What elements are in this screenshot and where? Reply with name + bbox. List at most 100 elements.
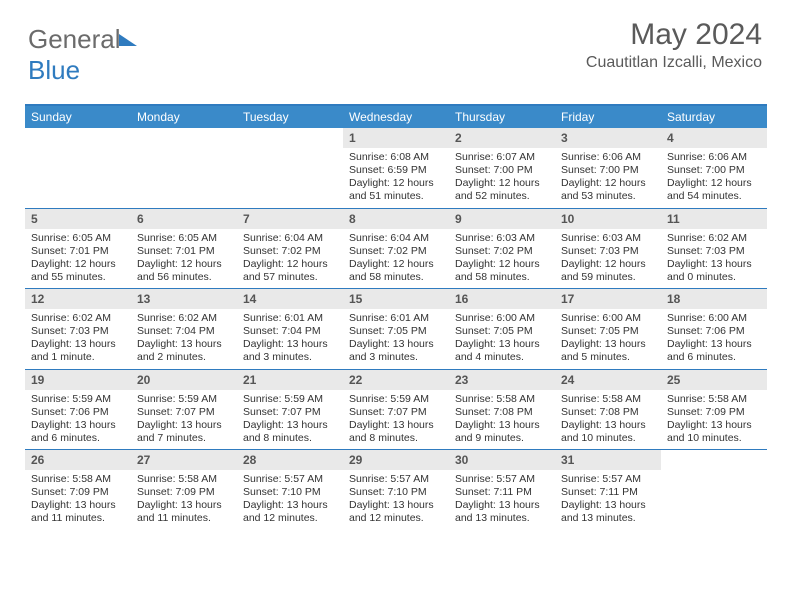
- logo-triangle-icon: [119, 34, 137, 46]
- day-number: 4: [661, 128, 767, 148]
- day-cell: 4Sunrise: 6:06 AMSunset: 7:00 PMDaylight…: [661, 128, 767, 208]
- day-details: Sunrise: 6:03 AMSunset: 7:03 PMDaylight:…: [555, 229, 661, 285]
- day-number: 31: [555, 450, 661, 470]
- daylight2-line: and 12 minutes.: [349, 512, 443, 525]
- daylight2-line: and 2 minutes.: [137, 351, 231, 364]
- daylight2-line: and 10 minutes.: [561, 432, 655, 445]
- day-number: 20: [131, 370, 237, 390]
- sunset-line: Sunset: 7:03 PM: [561, 245, 655, 258]
- daylight2-line: and 6 minutes.: [31, 432, 125, 445]
- sunrise-line: Sunrise: 6:03 AM: [561, 232, 655, 245]
- sunrise-line: Sunrise: 5:58 AM: [667, 393, 761, 406]
- sunrise-line: Sunrise: 6:06 AM: [667, 151, 761, 164]
- day-details: Sunrise: 6:01 AMSunset: 7:04 PMDaylight:…: [237, 309, 343, 365]
- weekday-header: Saturday: [661, 106, 767, 128]
- day-number: [25, 128, 131, 148]
- week-row: 5Sunrise: 6:05 AMSunset: 7:01 PMDaylight…: [25, 209, 767, 290]
- day-cell: 16Sunrise: 6:00 AMSunset: 7:05 PMDayligh…: [449, 289, 555, 369]
- day-cell: 30Sunrise: 5:57 AMSunset: 7:11 PMDayligh…: [449, 450, 555, 530]
- day-details: Sunrise: 5:59 AMSunset: 7:07 PMDaylight:…: [343, 390, 449, 446]
- sunrise-line: Sunrise: 5:57 AM: [243, 473, 337, 486]
- day-number: 24: [555, 370, 661, 390]
- day-cell: 18Sunrise: 6:00 AMSunset: 7:06 PMDayligh…: [661, 289, 767, 369]
- daylight1-line: Daylight: 13 hours: [561, 419, 655, 432]
- day-number: 14: [237, 289, 343, 309]
- day-number: 23: [449, 370, 555, 390]
- week-row: 12Sunrise: 6:02 AMSunset: 7:03 PMDayligh…: [25, 289, 767, 370]
- day-details: Sunrise: 6:02 AMSunset: 7:03 PMDaylight:…: [25, 309, 131, 365]
- daylight2-line: and 6 minutes.: [667, 351, 761, 364]
- day-cell: 9Sunrise: 6:03 AMSunset: 7:02 PMDaylight…: [449, 209, 555, 289]
- daylight1-line: Daylight: 13 hours: [243, 419, 337, 432]
- title-block: May 2024 Cuautitlan Izcalli, Mexico: [586, 18, 762, 72]
- day-details: Sunrise: 6:05 AMSunset: 7:01 PMDaylight:…: [131, 229, 237, 285]
- daylight2-line: and 13 minutes.: [455, 512, 549, 525]
- sunrise-line: Sunrise: 6:02 AM: [667, 232, 761, 245]
- day-number: 6: [131, 209, 237, 229]
- sunrise-line: Sunrise: 5:59 AM: [349, 393, 443, 406]
- day-cell: 2Sunrise: 6:07 AMSunset: 7:00 PMDaylight…: [449, 128, 555, 208]
- sunset-line: Sunset: 7:11 PM: [561, 486, 655, 499]
- day-cell: 29Sunrise: 5:57 AMSunset: 7:10 PMDayligh…: [343, 450, 449, 530]
- daylight1-line: Daylight: 13 hours: [243, 499, 337, 512]
- daylight1-line: Daylight: 13 hours: [31, 419, 125, 432]
- day-number: 18: [661, 289, 767, 309]
- daylight2-line: and 53 minutes.: [561, 190, 655, 203]
- daylight2-line: and 11 minutes.: [31, 512, 125, 525]
- day-number: 7: [237, 209, 343, 229]
- daylight1-line: Daylight: 13 hours: [31, 338, 125, 351]
- sunrise-line: Sunrise: 5:58 AM: [137, 473, 231, 486]
- daylight2-line: and 7 minutes.: [137, 432, 231, 445]
- daylight2-line: and 55 minutes.: [31, 271, 125, 284]
- day-cell: 24Sunrise: 5:58 AMSunset: 7:08 PMDayligh…: [555, 370, 661, 450]
- daylight2-line: and 4 minutes.: [455, 351, 549, 364]
- day-cell: 8Sunrise: 6:04 AMSunset: 7:02 PMDaylight…: [343, 209, 449, 289]
- sunrise-line: Sunrise: 5:59 AM: [137, 393, 231, 406]
- day-number: 11: [661, 209, 767, 229]
- daylight1-line: Daylight: 12 hours: [455, 177, 549, 190]
- daylight1-line: Daylight: 12 hours: [31, 258, 125, 271]
- day-cell: [661, 450, 767, 530]
- sunset-line: Sunset: 7:06 PM: [667, 325, 761, 338]
- day-details: Sunrise: 6:02 AMSunset: 7:03 PMDaylight:…: [661, 229, 767, 285]
- daylight1-line: Daylight: 12 hours: [243, 258, 337, 271]
- day-details: Sunrise: 6:06 AMSunset: 7:00 PMDaylight:…: [661, 148, 767, 204]
- day-number: 21: [237, 370, 343, 390]
- sunset-line: Sunset: 7:00 PM: [667, 164, 761, 177]
- day-number: 19: [25, 370, 131, 390]
- day-number: 9: [449, 209, 555, 229]
- day-number: 26: [25, 450, 131, 470]
- sunset-line: Sunset: 7:01 PM: [31, 245, 125, 258]
- sunset-line: Sunset: 7:04 PM: [243, 325, 337, 338]
- daylight1-line: Daylight: 12 hours: [455, 258, 549, 271]
- daylight2-line: and 13 minutes.: [561, 512, 655, 525]
- day-cell: 27Sunrise: 5:58 AMSunset: 7:09 PMDayligh…: [131, 450, 237, 530]
- day-number: 1: [343, 128, 449, 148]
- sunset-line: Sunset: 7:09 PM: [137, 486, 231, 499]
- daylight1-line: Daylight: 12 hours: [561, 177, 655, 190]
- daylight2-line: and 12 minutes.: [243, 512, 337, 525]
- weekday-header: Sunday: [25, 106, 131, 128]
- daylight1-line: Daylight: 13 hours: [667, 258, 761, 271]
- day-cell: 5Sunrise: 6:05 AMSunset: 7:01 PMDaylight…: [25, 209, 131, 289]
- day-cell: 6Sunrise: 6:05 AMSunset: 7:01 PMDaylight…: [131, 209, 237, 289]
- day-number: 5: [25, 209, 131, 229]
- sunrise-line: Sunrise: 6:02 AM: [137, 312, 231, 325]
- day-details: Sunrise: 6:00 AMSunset: 7:05 PMDaylight:…: [555, 309, 661, 365]
- day-number: 13: [131, 289, 237, 309]
- sunset-line: Sunset: 7:02 PM: [455, 245, 549, 258]
- daylight2-line: and 58 minutes.: [349, 271, 443, 284]
- daylight1-line: Daylight: 13 hours: [455, 499, 549, 512]
- sunset-line: Sunset: 7:07 PM: [349, 406, 443, 419]
- sunset-line: Sunset: 7:07 PM: [243, 406, 337, 419]
- daylight1-line: Daylight: 12 hours: [561, 258, 655, 271]
- sunrise-line: Sunrise: 6:06 AM: [561, 151, 655, 164]
- sunrise-line: Sunrise: 5:59 AM: [31, 393, 125, 406]
- day-cell: 31Sunrise: 5:57 AMSunset: 7:11 PMDayligh…: [555, 450, 661, 530]
- sunrise-line: Sunrise: 6:00 AM: [561, 312, 655, 325]
- day-number: 2: [449, 128, 555, 148]
- sunset-line: Sunset: 7:06 PM: [31, 406, 125, 419]
- sunset-line: Sunset: 7:00 PM: [455, 164, 549, 177]
- sunrise-line: Sunrise: 5:57 AM: [349, 473, 443, 486]
- day-number: 10: [555, 209, 661, 229]
